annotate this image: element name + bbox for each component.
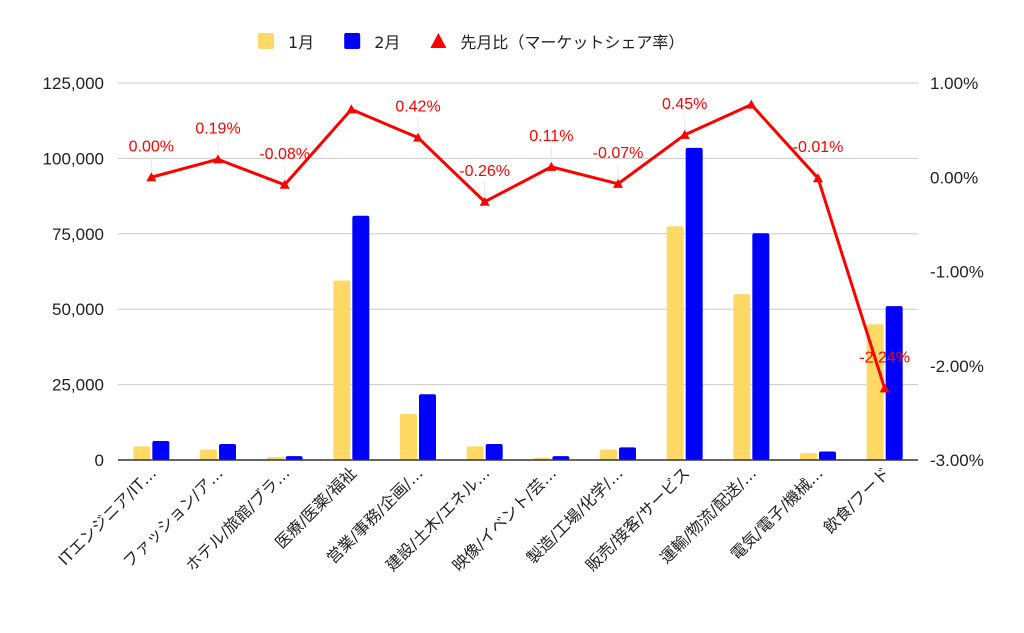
bar-2月 [485, 444, 503, 460]
bar-2月 [552, 456, 570, 460]
share-data-label: 0.19% [195, 120, 240, 137]
share-marker [613, 178, 623, 188]
category-labels: ITエンジニア/IT…ファッション/ア…ホテル/旅館/ブラ…医療/医薬/福祉営業… [55, 463, 894, 575]
share-data-label: 0.42% [395, 99, 440, 116]
bar-2月 [685, 147, 703, 460]
left-tick-label: 125,000 [43, 74, 104, 93]
right-tick-label: -2.00% [930, 357, 984, 376]
share-data-label: -0.07% [593, 145, 644, 162]
bar-2月 [619, 447, 636, 460]
legend-label: 1月 [288, 33, 314, 52]
left-tick-label: 100,000 [43, 149, 104, 168]
share-marker [679, 129, 690, 139]
left-tick-label: 0 [95, 451, 104, 470]
share-data-label: 0.00% [129, 138, 174, 155]
bar-1月 [866, 324, 884, 460]
share-marker [146, 172, 157, 182]
share-data-label: -2.24% [859, 349, 910, 366]
legend-label: 先月比（マーケットシェア率） [460, 33, 684, 52]
bars [133, 147, 903, 460]
share-marker [813, 173, 823, 183]
share-marker [479, 196, 490, 206]
bar-1月 [266, 456, 284, 460]
bar-2月 [819, 451, 836, 460]
legend-swatch [344, 33, 361, 49]
legend: 1月 2月 先月比（マーケットシェア率） [258, 33, 684, 52]
left-tick-label: 25,000 [52, 376, 104, 395]
share-marker [746, 99, 757, 109]
share-marker [213, 154, 223, 164]
data-labels: 0.00% 0.19% -0.08% 0.42% -0.26% 0.11% -0.07% 0.… [129, 96, 910, 384]
bar-1月 [666, 226, 684, 460]
share-marker [879, 383, 890, 393]
right-tick-label: -3.00% [930, 451, 984, 470]
bar-1月 [400, 413, 417, 460]
right-tick-label: 1.00% [930, 74, 978, 93]
bar-1月 [200, 449, 217, 460]
left-tick-label: 75,000 [52, 225, 104, 244]
legend-swatch [258, 33, 274, 49]
legend-label: 2月 [374, 33, 400, 52]
gridlines [118, 82, 918, 386]
bar-1月 [800, 453, 817, 460]
bar-1月 [600, 449, 617, 460]
bar-1月 [333, 280, 351, 460]
share-data-label: 0.45% [662, 96, 707, 113]
legend-marker [430, 33, 447, 48]
bar-2月 [752, 233, 770, 460]
share-marker [279, 179, 290, 189]
bar-2月 [152, 440, 170, 460]
share-data-label: -0.26% [459, 163, 510, 180]
category-label: 飲食/フード [820, 463, 894, 537]
bar-1月 [466, 446, 484, 460]
right-axis: -3.00% -2.00% -1.00% 0.00% 1.00% [930, 74, 984, 470]
bar-1月 [733, 294, 751, 460]
bar-2月 [219, 444, 236, 460]
share-data-label: -0.08% [259, 146, 310, 163]
left-axis: 0 25,000 50,000 75,000 100,000 125,000 [43, 74, 104, 470]
share-line [150, 103, 887, 389]
share-data-label: 0.11% [529, 128, 573, 145]
right-tick-label: 0.00% [930, 168, 978, 187]
right-tick-label: -1.00% [930, 263, 984, 282]
share-marker [346, 104, 357, 114]
line-series [146, 99, 890, 393]
share-data-label: -0.01% [793, 139, 844, 156]
share-marker [413, 132, 423, 142]
bar-2月 [885, 306, 903, 460]
bar-1月 [133, 446, 151, 460]
left-tick-label: 50,000 [52, 300, 104, 319]
bar-2月 [352, 215, 370, 460]
share-marker [546, 161, 557, 171]
bar-2月 [419, 394, 436, 460]
bar-2月 [285, 456, 303, 460]
